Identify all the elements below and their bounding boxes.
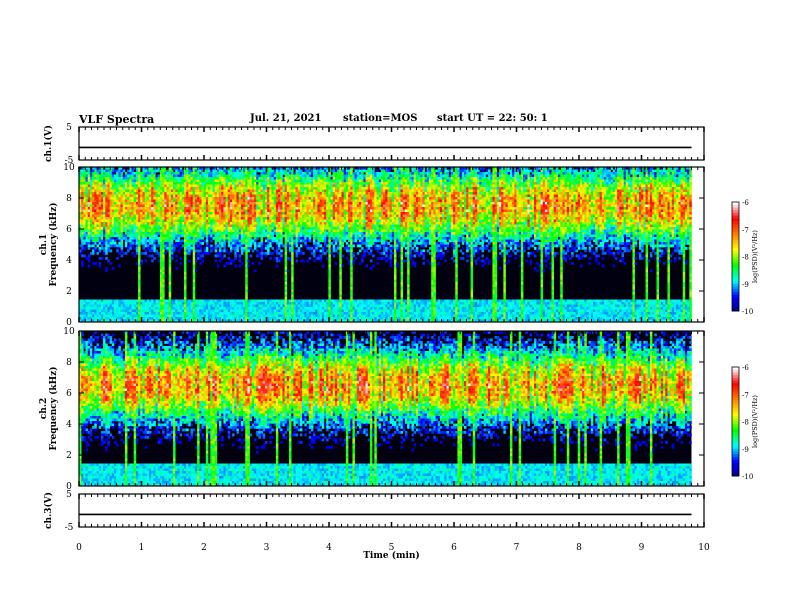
- colorbar-tick-label: -8: [742, 419, 749, 427]
- x-tick-label: 3: [264, 543, 270, 553]
- x-tick-label: 6: [451, 543, 457, 553]
- colorbar-label: log(PSD)(V²/Hz): [751, 230, 759, 283]
- colorbar-tick-label: -8: [742, 254, 749, 262]
- y-axis-label: ch.2: [39, 398, 49, 419]
- colorbar-tick-label: -7: [742, 226, 749, 234]
- colorbar-tick-label: -9: [742, 281, 749, 289]
- spectrogram-ch2: [79, 331, 704, 486]
- y-tick-label: 6: [66, 225, 72, 235]
- x-tick-label: 1: [139, 543, 145, 553]
- colorbar-ch1: -6 -7 -8 -9 -10 log(PSD)(V²/Hz): [732, 199, 759, 316]
- y-tick-label: 8: [66, 358, 72, 368]
- colorbar-tick-label: -7: [742, 391, 749, 399]
- y-tick-label: 2: [66, 451, 72, 461]
- vlf-spectra-figure: 5-5ch.1(V)5-5ch.3(V)0246810ch.1 Frequency…: [0, 0, 792, 612]
- x-tick-label: 8: [576, 543, 582, 553]
- y-axis-label: ch.3(V): [43, 492, 54, 529]
- y-tick-label: 4: [66, 256, 72, 266]
- colorbar-tick-label: -10: [742, 473, 753, 481]
- y-axis-label: Frequency (kHz): [48, 202, 59, 286]
- y-axis-label: Frequency (kHz): [48, 366, 59, 450]
- y-axis-label: ch.1(V): [43, 125, 54, 162]
- x-axis-label: Time (min): [363, 550, 420, 561]
- y-tick-label: 0: [66, 482, 72, 492]
- colorbar-tick-label: -9: [742, 446, 749, 454]
- x-tick-label: 10: [698, 543, 710, 553]
- y-tick-label: 4: [66, 420, 72, 430]
- y-tick-label: 10: [63, 327, 75, 337]
- y-axis-label: ch.1: [39, 234, 49, 255]
- x-tick-label: 9: [639, 543, 645, 553]
- x-tick-label: 2: [201, 543, 207, 553]
- x-tick-label: 7: [514, 543, 520, 553]
- colorbar-tick-label: -6: [742, 364, 749, 372]
- y-tick-label: 2: [66, 287, 72, 297]
- y-tick-label: 5: [66, 123, 72, 133]
- y-tick-label: -5: [65, 523, 74, 533]
- spectrogram-ch1: [79, 167, 704, 322]
- y-tick-label: 8: [66, 194, 72, 204]
- colorbar-tick-label: -6: [742, 199, 749, 207]
- x-tick-label: 0: [76, 543, 82, 553]
- y-tick-label: 10: [63, 163, 75, 173]
- y-tick-label: 6: [66, 389, 72, 399]
- colorbar-tick-label: -10: [742, 308, 753, 316]
- colorbar-label: log(PSD)(V²/Hz): [751, 395, 759, 448]
- x-tick-label: 4: [326, 543, 332, 553]
- colorbar-ch2: -6 -7 -8 -9 -10 log(PSD)(V²/Hz): [732, 364, 759, 481]
